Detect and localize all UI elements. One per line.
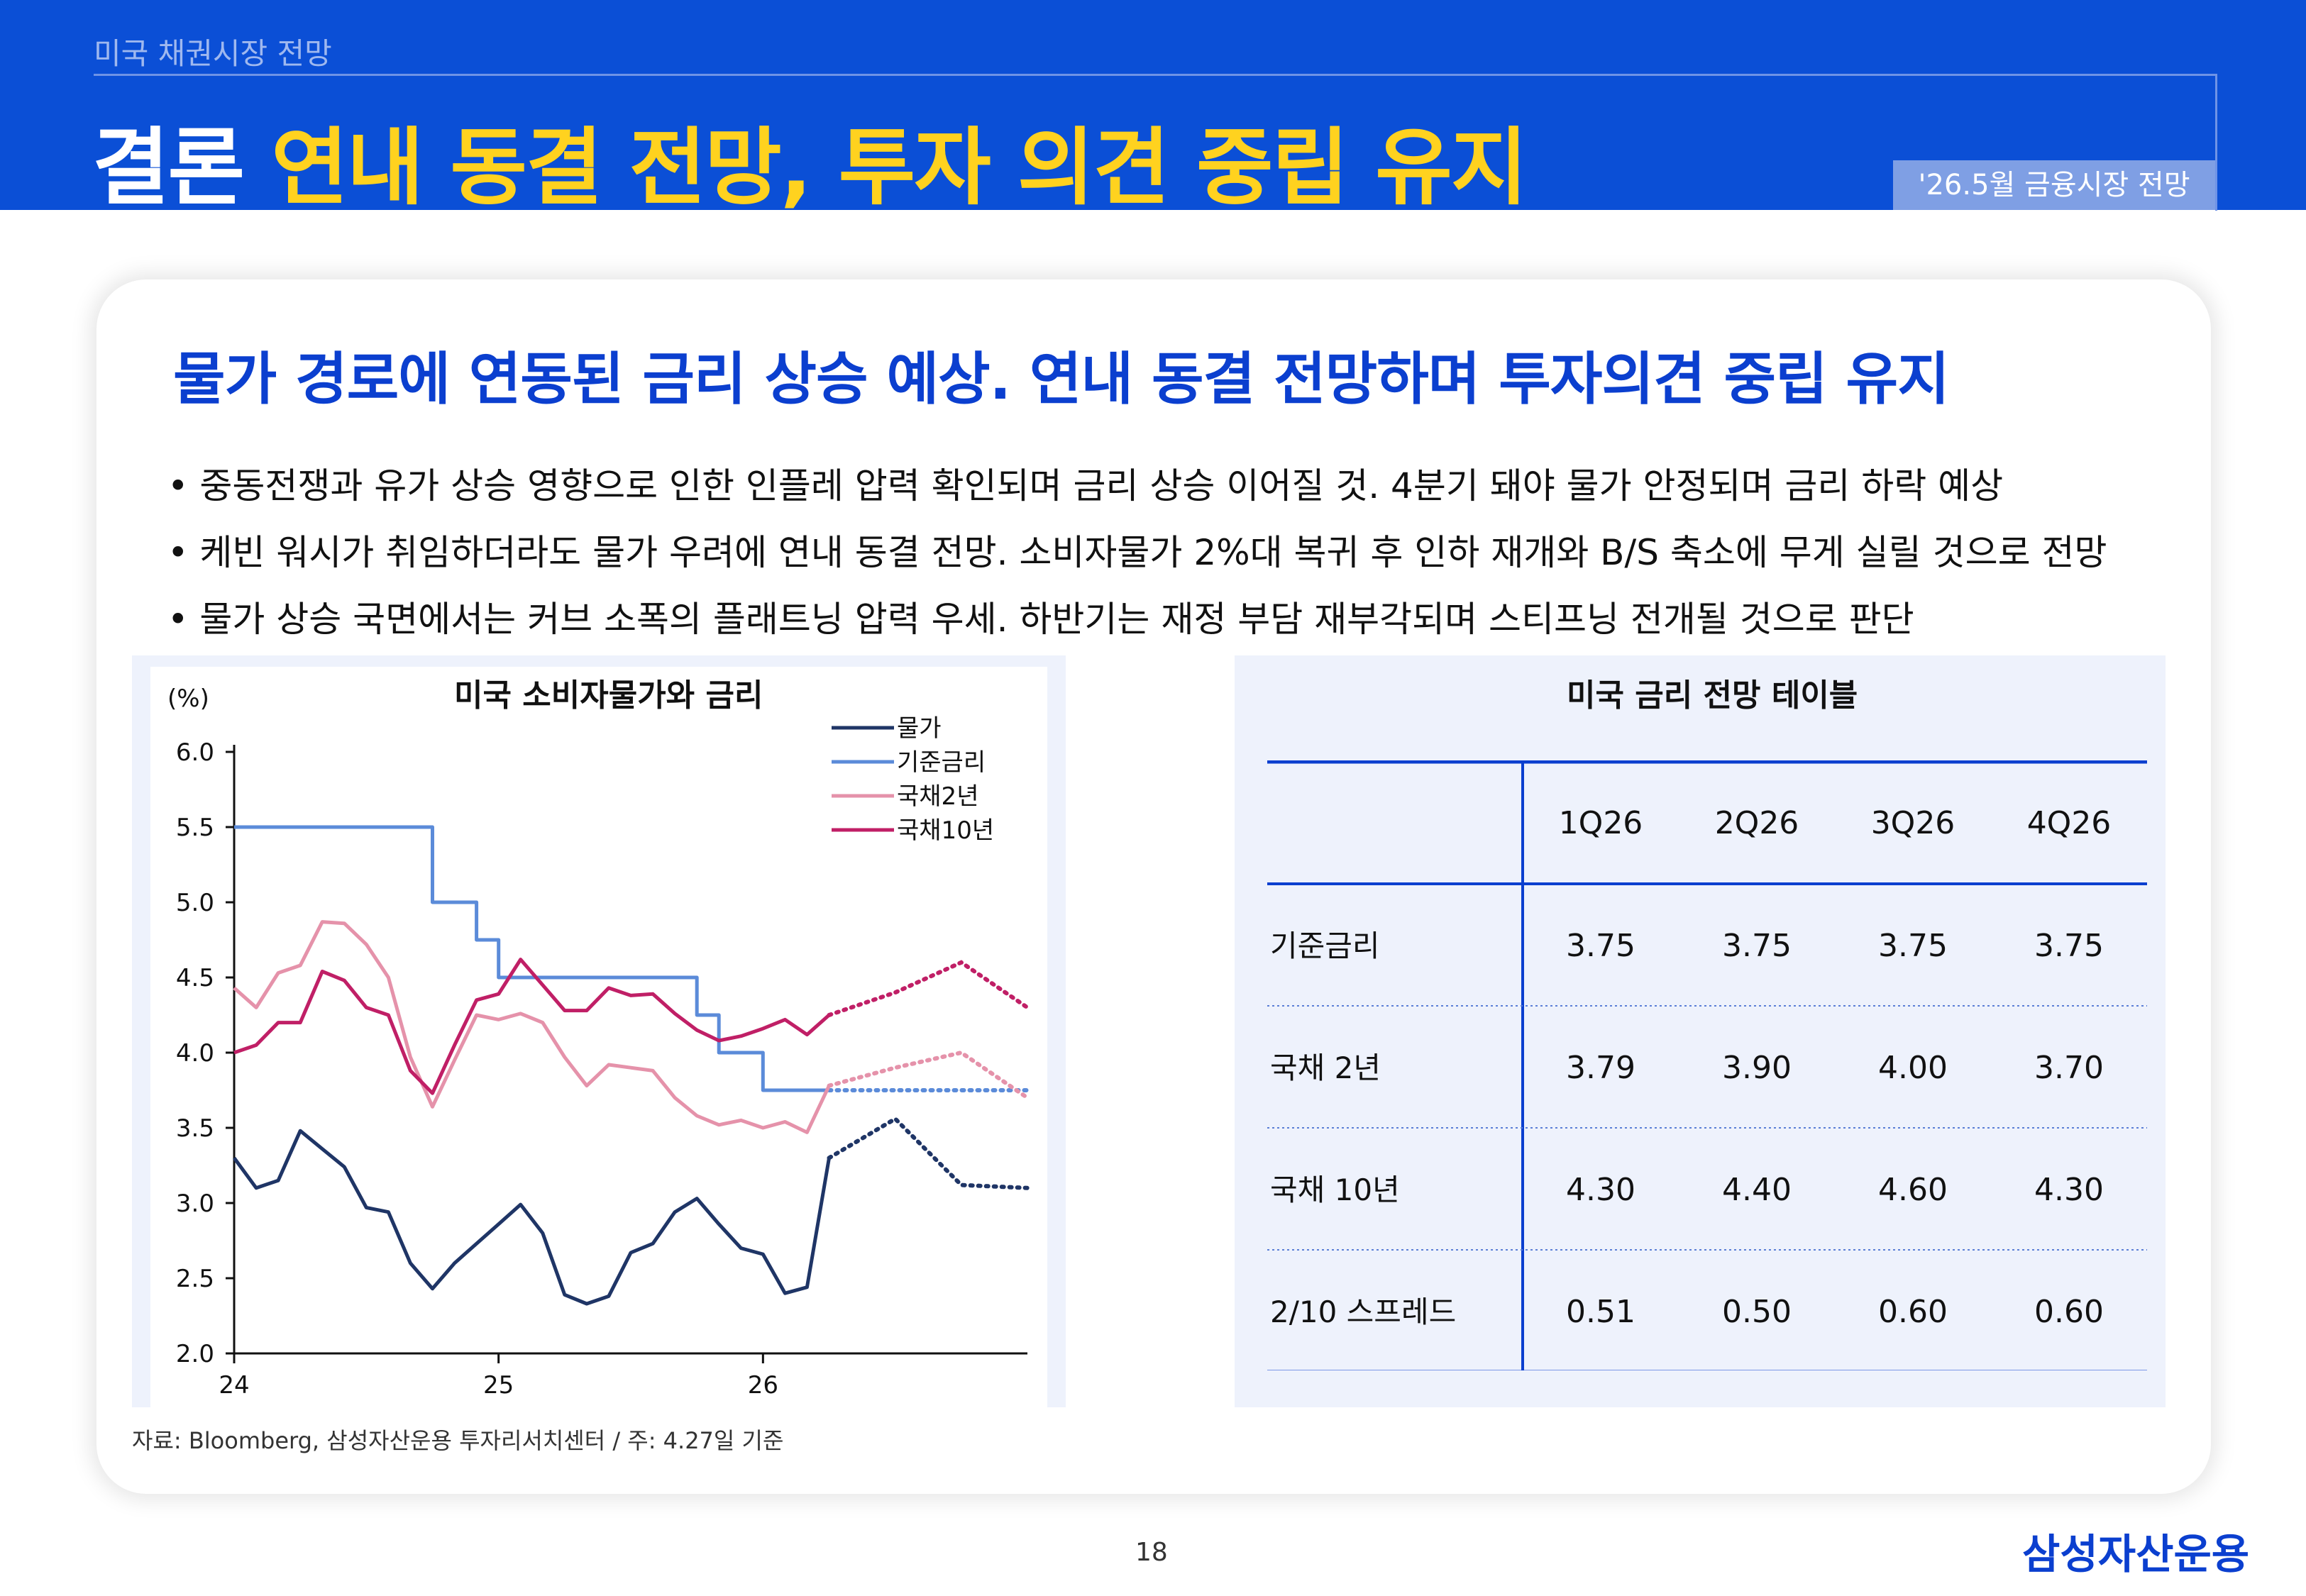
table-cell: 3.75 [2034, 928, 2104, 964]
title-prefix: 결론 [92, 118, 245, 216]
y-tick-label: 3.5 [176, 1114, 214, 1143]
bullet-item: 물가 상승 국면에서는 커브 소폭의 플래트닝 압력 우세. 하반기는 재정 부… [167, 586, 2107, 653]
table-cell: 4.30 [2034, 1172, 2104, 1208]
table-cell: 0.51 [1566, 1294, 1635, 1330]
series-line-4 [233, 958, 831, 1095]
chart-panel [132, 655, 1066, 1407]
page-number: 18 [1135, 1538, 1168, 1567]
table-row-label: 국채 2년 [1270, 1051, 1381, 1085]
table-column-header: 3Q26 [1871, 805, 1955, 841]
table-column-header: 2Q26 [1715, 805, 1799, 841]
report-badge: '26.5월 금융시장 전망 [1893, 160, 2215, 210]
series-line-3 [233, 920, 831, 1134]
table-title: 미국 금리 전망 테이블 [1567, 677, 1858, 714]
table-row-label: 국채 10년 [1270, 1173, 1400, 1207]
legend-label: 기준금리 [897, 748, 986, 777]
chart-title: 미국 소비자물가와 금리 [454, 677, 763, 714]
y-tick-label: 2.5 [176, 1265, 214, 1293]
series-line-1 [232, 1129, 831, 1306]
source-note: 자료: Bloomberg, 삼성자산운용 투자리서치센터 / 주: 4.27일… [132, 1427, 784, 1454]
table-cell: 3.75 [1566, 928, 1635, 964]
legend-label: 국채2년 [897, 782, 978, 811]
y-tick-label: 5.0 [176, 889, 214, 917]
table-cell: 4.00 [1878, 1050, 1948, 1086]
company-logo: 삼성자산운용 [2022, 1530, 2250, 1578]
bullet-list: 중동전쟁과 유가 상승 영향으로 인한 인플레 압력 확인되며 금리 상승 이어… [167, 453, 2107, 653]
series-forecast-3 [827, 1050, 1030, 1100]
bullet-item: 중동전쟁과 유가 상승 영향으로 인한 인플레 압력 확인되며 금리 상승 이어… [167, 453, 2107, 519]
table-cell: 3.75 [1722, 928, 1792, 964]
cpi-rates-chart: (%) 6.0 5.5 5.0 4.5 4.0 3.5 3.0 2.5 2.024 25 26 물가기준… [167, 685, 1030, 1400]
y-tick-label: 4.0 [176, 1039, 214, 1068]
x-tick-label: 26 [748, 1371, 778, 1400]
table-cell: 3.90 [1722, 1050, 1792, 1086]
x-tick-label: 25 [483, 1371, 514, 1400]
y-tick-label: 3.0 [176, 1190, 214, 1218]
y-tick-label: 5.5 [176, 814, 214, 842]
y-tick-label: 6.0 [176, 738, 214, 767]
section-label: 미국 채권시장 전망 [94, 36, 332, 71]
title-main: 연내 동결 전망, 투자 의견 중립 유지 [271, 118, 1528, 216]
y-tick-label: 4.5 [176, 964, 214, 992]
y-tick-label: 2.0 [176, 1340, 214, 1368]
table-column-header: 4Q26 [2027, 805, 2112, 841]
chart-area [150, 667, 1047, 1407]
title-frame [94, 74, 2217, 211]
y-axis-unit: (%) [167, 685, 209, 713]
headline: 물가 경로에 연동된 금리 상승 예상. 연내 동결 전망하며 투자의견 중립 … [173, 346, 1950, 412]
table-cell: 4.60 [1878, 1172, 1948, 1208]
table-cell: 0.60 [1878, 1294, 1948, 1330]
series-forecast-1 [827, 1116, 1030, 1190]
series-forecast-4 [827, 960, 1030, 1017]
table-cell: 3.70 [2034, 1050, 2104, 1086]
header-bar: 미국 채권시장 전망 결론 연내 동결 전망, 투자 의견 중립 유지 '26.… [0, 0, 2306, 216]
x-tick-label: 24 [219, 1371, 249, 1400]
series-line-2 [234, 825, 829, 1092]
rate-forecast-table: 1Q26 2Q26 3Q26 4Q26 기준금리 3.75 3.75 3.75 3.75 국채 2… [1267, 760, 2147, 1370]
table-cell: 4.30 [1566, 1172, 1635, 1208]
table-cell: 4.40 [1722, 1172, 1792, 1208]
table-cell: 0.60 [2034, 1294, 2104, 1330]
table-column-header: 1Q26 [1559, 805, 1643, 841]
table-cell: 0.50 [1722, 1294, 1792, 1330]
table-row-label: 기준금리 [1270, 929, 1380, 963]
table-cell: 3.79 [1566, 1050, 1635, 1086]
legend-label: 물가 [897, 714, 942, 743]
table-panel [1235, 655, 2166, 1407]
table-cell: 3.75 [1878, 928, 1948, 964]
page-title: 결론 연내 동결 전망, 투자 의견 중립 유지 [92, 99, 1528, 221]
table-row-label: 2/10 스프레드 [1270, 1295, 1456, 1329]
legend-label: 국채10년 [897, 816, 994, 845]
bullet-item: 케빈 워시가 취임하더라도 물가 우려에 연내 동결 전망. 소비자물가 2%대… [167, 519, 2107, 586]
